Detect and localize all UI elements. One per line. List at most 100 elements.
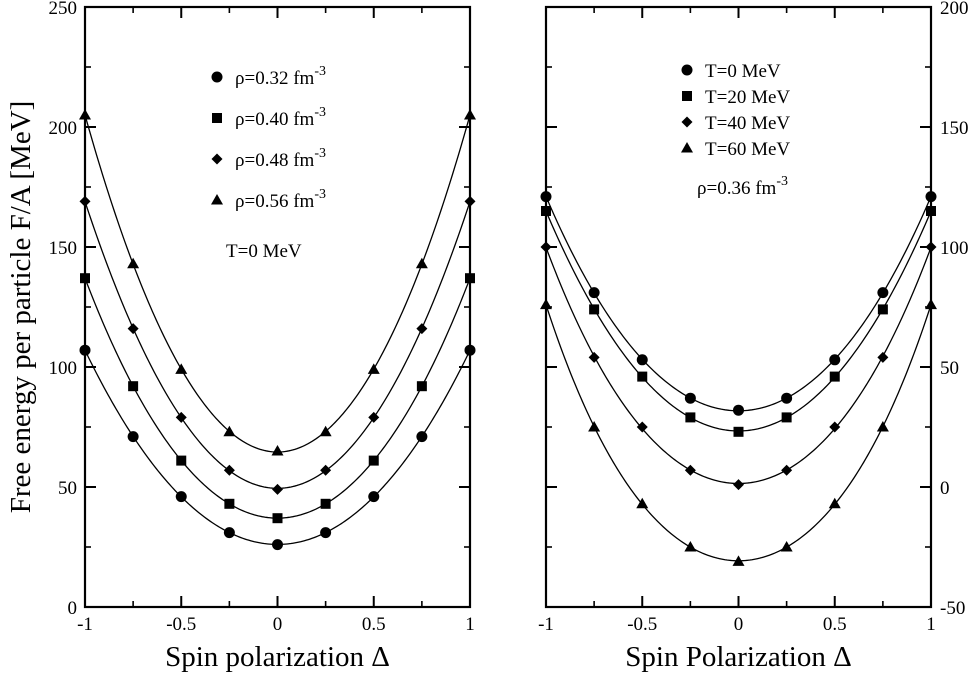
x-tick-label: 1 bbox=[926, 614, 936, 635]
data-point bbox=[925, 241, 937, 253]
data-point bbox=[127, 431, 139, 443]
data-point bbox=[877, 351, 889, 363]
y-tick-label: -50 bbox=[940, 598, 965, 619]
legend-marker bbox=[211, 71, 223, 83]
series-0 bbox=[540, 191, 937, 416]
data-point bbox=[464, 109, 476, 120]
data-point bbox=[589, 304, 600, 315]
x-tick-label: 1 bbox=[465, 614, 475, 635]
legend: ρ=0.32 fm-3ρ=0.40 fm-3ρ=0.48 fm-3ρ=0.56 … bbox=[211, 64, 326, 212]
data-point bbox=[416, 431, 428, 443]
data-point bbox=[877, 304, 888, 315]
legend-marker bbox=[681, 64, 693, 76]
data-point bbox=[926, 206, 936, 216]
legend-label: T=0 MeV bbox=[705, 61, 781, 82]
series-2 bbox=[540, 241, 937, 491]
legend-label: ρ=0.56 fm-3 bbox=[235, 187, 326, 212]
x-axis-title: Spin Polarization Δ bbox=[625, 641, 851, 673]
legend-label: ρ=0.32 fm-3 bbox=[235, 64, 326, 89]
y-tick-label: 150 bbox=[49, 238, 78, 259]
y-tick-label: 0 bbox=[940, 478, 950, 499]
data-point bbox=[781, 464, 793, 476]
fit-curve bbox=[545, 196, 932, 412]
data-point bbox=[588, 287, 600, 299]
data-point bbox=[368, 455, 379, 466]
legend-marker bbox=[211, 153, 223, 165]
y-tick-label: 0 bbox=[68, 598, 78, 619]
y-tick-label: 50 bbox=[58, 478, 77, 499]
data-point bbox=[588, 351, 600, 363]
legend-label-text: T=20 MeV bbox=[705, 87, 790, 108]
data-point bbox=[320, 464, 332, 476]
x-tick-label: -0.5 bbox=[166, 614, 196, 635]
legend-marker bbox=[681, 116, 693, 128]
y-tick-label: 50 bbox=[940, 358, 959, 379]
left-panel: -1 -0.5 0 0.5 1 0 50 100 150 200 250 Spin polarizat… bbox=[5, 0, 476, 673]
data-point bbox=[127, 257, 140, 269]
y-axis-title: Free energy per particle F/A [MeV] bbox=[5, 101, 37, 514]
legend-label-text: ρ=0.48 fm bbox=[235, 150, 315, 171]
x-axis-title: Spin polarization Δ bbox=[165, 641, 390, 673]
x-tick-label: 0.5 bbox=[362, 614, 386, 635]
data-point bbox=[925, 191, 937, 203]
x-tick-label: -0.5 bbox=[627, 614, 657, 635]
series-0 bbox=[79, 344, 476, 551]
data-point bbox=[733, 404, 744, 416]
y-tick-label: 200 bbox=[940, 0, 969, 19]
x-tick-label: 0 bbox=[273, 614, 283, 635]
data-point bbox=[223, 425, 236, 437]
data-point bbox=[733, 479, 744, 491]
x-tick-label: -1 bbox=[538, 614, 554, 635]
legend-label-text: ρ=0.40 fm bbox=[235, 109, 315, 130]
data-point bbox=[175, 411, 187, 423]
legend-label-superscript: -3 bbox=[314, 105, 326, 120]
data-point bbox=[781, 412, 792, 423]
legend-marker bbox=[212, 113, 222, 123]
data-point bbox=[828, 497, 841, 509]
annotation-text: T=0 MeV bbox=[226, 241, 302, 262]
y-tick-label: 250 bbox=[49, 0, 78, 19]
series-3 bbox=[540, 298, 937, 566]
legend-label-superscript: -3 bbox=[314, 146, 326, 161]
data-point bbox=[79, 195, 91, 207]
legend-label: T=60 MeV bbox=[705, 139, 790, 160]
legend-label: ρ=0.48 fm-3 bbox=[235, 146, 326, 171]
panel-annotation: ρ=0.36 fm-3 bbox=[697, 174, 788, 199]
data-point bbox=[416, 381, 427, 392]
series-1 bbox=[541, 206, 936, 437]
data-point bbox=[540, 298, 552, 310]
data-point bbox=[540, 241, 552, 253]
data-point bbox=[175, 363, 188, 374]
data-point bbox=[636, 354, 648, 366]
legend-label: T=40 MeV bbox=[705, 113, 790, 134]
data-point bbox=[223, 464, 235, 476]
right-panel: -1 -0.5 0 0.5 1-50 0 50 100 150 200 Spin Polarizat… bbox=[538, 0, 968, 673]
data-point bbox=[416, 323, 428, 335]
legend-marker bbox=[681, 142, 693, 153]
legend-label-superscript: -3 bbox=[314, 187, 326, 202]
data-point bbox=[271, 445, 284, 456]
x-tick-label: 0 bbox=[734, 614, 744, 635]
data-point bbox=[829, 371, 840, 382]
legend-label: ρ=0.40 fm-3 bbox=[235, 105, 326, 130]
data-point bbox=[79, 109, 91, 120]
data-point bbox=[415, 257, 428, 269]
data-point bbox=[319, 425, 332, 437]
data-point bbox=[684, 541, 697, 552]
data-point bbox=[367, 363, 380, 374]
data-point bbox=[175, 491, 187, 503]
data-point bbox=[732, 555, 745, 566]
series-1 bbox=[80, 273, 475, 524]
x-tick-label: -1 bbox=[77, 614, 93, 635]
legend-label-text: ρ=0.56 fm bbox=[235, 191, 315, 212]
data-point bbox=[176, 455, 187, 466]
data-point bbox=[925, 298, 937, 310]
panel-annotation: T=0 MeV bbox=[226, 241, 302, 262]
annotation-superscript: -3 bbox=[776, 174, 788, 189]
data-point bbox=[223, 527, 235, 539]
y-tick-label: 150 bbox=[940, 118, 969, 139]
data-point bbox=[541, 206, 551, 216]
x-tick-label: 0.5 bbox=[823, 614, 847, 635]
series-3 bbox=[79, 109, 476, 456]
